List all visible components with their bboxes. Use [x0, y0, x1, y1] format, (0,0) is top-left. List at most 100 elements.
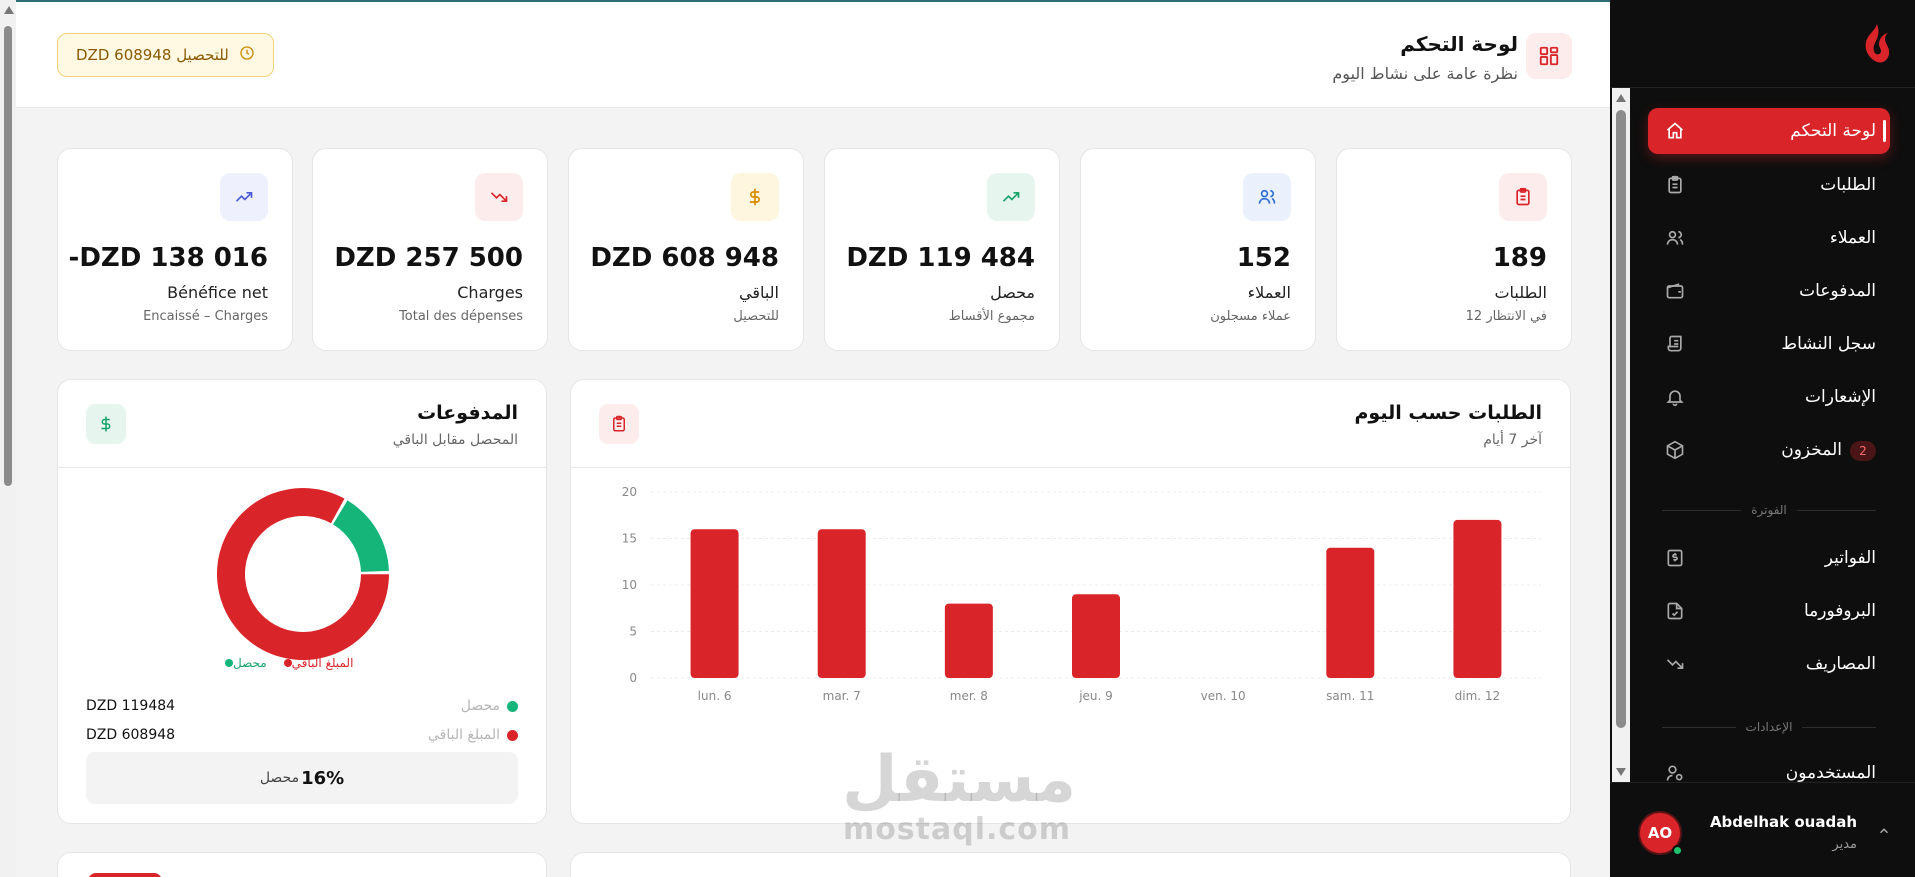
orders-chart-panel: الطلبات حسب اليوم آخر 7 أيام 0 5 10 15 20 lun… [570, 379, 1571, 824]
bar[interactable] [944, 603, 993, 678]
sidebar-item-label: المدفوعات [1799, 281, 1876, 301]
bar[interactable] [817, 529, 866, 678]
stat-value: DZD 608 948 [590, 243, 779, 273]
trending-down-icon [1664, 653, 1686, 675]
sidebar-item-payments[interactable]: المدفوعات [1648, 268, 1890, 314]
brand-logo[interactable] [1859, 22, 1893, 72]
page-header: لوحة التحكم نظرة عامة على نشاط اليوم DZD… [16, 2, 1610, 108]
x-tick-label: dim. 12 [1455, 689, 1501, 703]
stat-sub: Total des dépenses [399, 309, 523, 324]
panel-header: المدفوعات المحصل مقابل الباقي [58, 380, 546, 468]
dashboard-icon [1526, 33, 1572, 79]
watermark: مستقل mostaql.com [842, 743, 1077, 847]
scroll-thumb[interactable] [4, 26, 12, 486]
box-icon [1664, 439, 1686, 461]
home-icon [1664, 120, 1686, 142]
stat-sub: عملاء مسجلون [1210, 309, 1291, 324]
status-dot [507, 730, 518, 741]
x-tick-label: mer. 8 [950, 689, 988, 703]
bar[interactable] [690, 529, 739, 678]
x-tick-label: ven. 10 [1201, 689, 1246, 703]
payments-donut-chart [217, 487, 389, 660]
stat-sub: Encaissé – Charges [143, 309, 268, 324]
x-tick-label: sam. 11 [1326, 689, 1374, 703]
page-subtitle: نظرة عامة على نشاط اليوم [1332, 64, 1518, 83]
due-amount-text: DZD 608948 للتحصيل [76, 46, 229, 64]
payment-value: DZD 119484 [86, 698, 176, 714]
stat-value: DZD 257 500 [334, 243, 523, 273]
panel-title: الطلبات حسب اليوم [1354, 402, 1542, 424]
stat-value: 189 [1492, 243, 1547, 273]
stat-card-orders[interactable]: 189 الطلبات 12 في الانتظار [1336, 148, 1572, 351]
online-status-dot [1672, 845, 1683, 856]
section-divider-settings: الإعدادات [1662, 720, 1877, 734]
sidebar-item-label: لوحة التحكم [1790, 121, 1876, 141]
lower-card-left [57, 852, 547, 877]
stat-value: DZD 119 484 [846, 243, 1035, 273]
scroll-thumb[interactable] [1616, 110, 1626, 728]
trending-down-icon [475, 173, 523, 221]
user-profile[interactable]: AO Abdelhak ouadah مدير [1610, 782, 1915, 877]
bar[interactable] [1453, 519, 1502, 678]
payment-row-remaining: DZD 608948 المبلغ الباقي [86, 725, 518, 745]
sidebar-scrollbar[interactable] [1612, 88, 1630, 782]
percent-label: محصل [259, 770, 300, 786]
sidebar-item-clients[interactable]: العملاء [1648, 215, 1890, 261]
stat-card-remaining[interactable]: DZD 608 948 الباقي للتحصيل [568, 148, 804, 351]
stat-value: -DZD 138 016 [68, 243, 268, 273]
stat-card-clients[interactable]: 152 العملاء عملاء مسجلون [1080, 148, 1316, 351]
section-label: الإعدادات [1745, 720, 1793, 734]
sidebar-item-invoices[interactable]: الفواتير [1648, 535, 1890, 581]
top-accent-line [0, 0, 1610, 2]
sidebar-item-notifications[interactable]: الإشعارات [1648, 374, 1890, 420]
payment-value: DZD 608948 [86, 727, 176, 743]
due-amount-pill[interactable]: DZD 608948 للتحصيل [57, 33, 274, 77]
sidebar-item-label: المصاريف [1805, 654, 1876, 674]
bar[interactable] [1326, 547, 1375, 678]
sidebar-item-expenses[interactable]: المصاريف [1648, 641, 1890, 687]
dollar-icon [731, 173, 779, 221]
stat-card-collected[interactable]: DZD 119 484 محصل مجموع الأقساط [824, 148, 1060, 351]
stat-card-net-profit[interactable]: -DZD 138 016 Bénéfice net Encaissé – Cha… [57, 148, 293, 351]
sidebar-item-label: المستخدمون [1785, 763, 1876, 783]
sidebar-item-label: الفواتير [1824, 548, 1876, 568]
clipboard-icon [1664, 174, 1686, 196]
user-name: Abdelhak ouadah [1709, 813, 1857, 831]
sidebar-item-proforma[interactable]: البروفورما [1648, 588, 1890, 634]
bar[interactable] [1072, 594, 1120, 678]
panel-subtitle: آخر 7 أيام [1483, 432, 1542, 448]
sidebar-item-dashboard[interactable]: لوحة التحكم [1648, 108, 1890, 154]
main-scrollbar[interactable] [0, 0, 16, 877]
payment-label: محصل [460, 698, 500, 714]
scroll-up-arrow[interactable] [4, 6, 14, 14]
sidebar-item-inventory[interactable]: 2المخزون [1648, 427, 1890, 473]
donut-slice[interactable] [217, 487, 389, 660]
bell-icon [1664, 386, 1686, 408]
scroll-down-arrow[interactable] [1616, 768, 1626, 776]
sidebar-item-activity-log[interactable]: سجل النشاط [1648, 321, 1890, 367]
stat-value: 152 [1236, 243, 1291, 273]
chevron-up-icon[interactable] [1877, 823, 1891, 842]
panel-title: المدفوعات [417, 402, 518, 424]
sidebar-item-orders[interactable]: الطلبات [1648, 162, 1890, 208]
stat-label: Charges [457, 283, 523, 302]
trending-up-icon [987, 173, 1035, 221]
stat-sub: 12 في الانتظار [1465, 309, 1547, 324]
payment-row-collected: DZD 119484 محصل [86, 696, 518, 716]
sidebar-item-users[interactable]: المستخدمون [1648, 750, 1890, 796]
stat-card-charges[interactable]: DZD 257 500 Charges Total des dépenses [312, 148, 548, 351]
active-indicator [1883, 120, 1886, 142]
users-icon [1243, 173, 1291, 221]
lower-card-right [570, 852, 1571, 877]
orders-bar-chart: 0 5 10 15 20 lun. 6 mar. 7 mer. 8 jeu. 9 ven. 10 s… [622, 485, 1541, 703]
sidebar-item-label: سجل النشاط [1781, 334, 1876, 354]
sidebar-item-label: 2المخزون [1781, 440, 1876, 461]
panel-header: الطلبات حسب اليوم آخر 7 أيام [571, 380, 1570, 468]
donut-slice[interactable] [332, 500, 389, 572]
wallet-icon [1664, 280, 1686, 302]
panel-subtitle: المحصل مقابل الباقي [392, 432, 518, 448]
user-cog-icon [1664, 762, 1686, 784]
clock-icon [239, 45, 255, 65]
scroll-up-arrow[interactable] [1616, 94, 1626, 102]
